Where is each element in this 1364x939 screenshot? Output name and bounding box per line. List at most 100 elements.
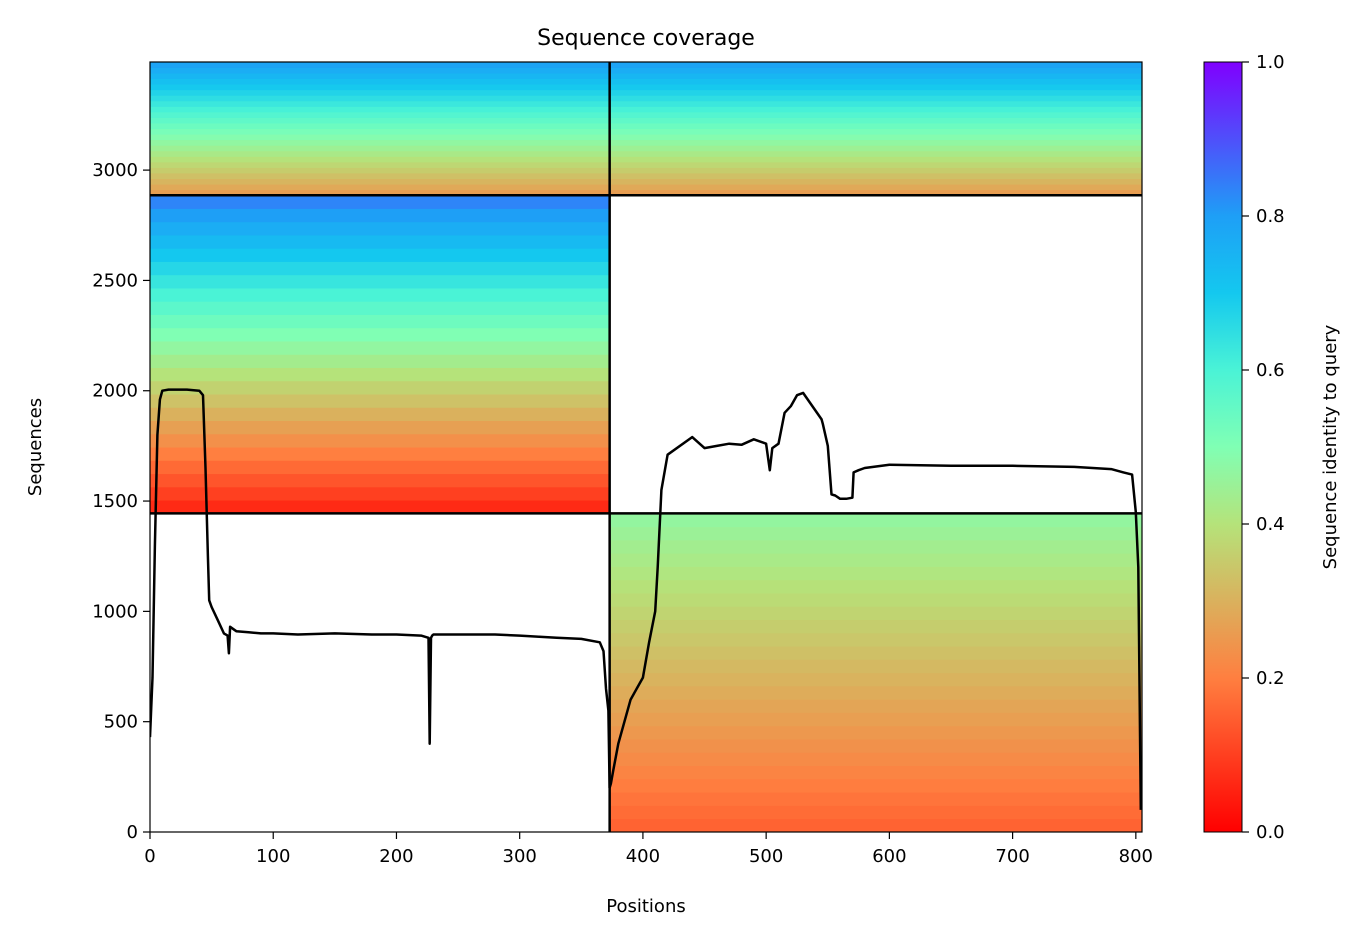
- colorbar-tick-label: 1.0: [1256, 52, 1285, 73]
- x-tick-label: 0: [144, 846, 155, 867]
- coverage-band: [150, 274, 610, 289]
- coverage-band: [609, 155, 1142, 163]
- x-tick-label: 500: [749, 846, 783, 867]
- coverage-band: [609, 791, 1142, 806]
- colorbar: [1203, 61, 1243, 833]
- plot-frame: [149, 61, 1143, 833]
- coverage-band: [150, 380, 610, 395]
- coverage-band: [609, 183, 1142, 191]
- x-tick-label: 200: [379, 846, 413, 867]
- x-tick-label: 700: [995, 846, 1029, 867]
- coverage-band: [609, 100, 1142, 107]
- coverage-band: [609, 632, 1142, 647]
- coverage-band: [150, 486, 610, 501]
- coverage-band: [150, 167, 610, 174]
- coverage-band: [150, 353, 610, 368]
- coverage-band: [609, 526, 1142, 541]
- coverage-band: [150, 117, 610, 124]
- coverage-band: [150, 327, 610, 342]
- coverage-band: [609, 751, 1142, 767]
- coverage-band: [609, 117, 1142, 124]
- coverage-band: [609, 167, 1142, 174]
- coverage-band: [150, 89, 610, 96]
- coverage-band: [150, 106, 610, 113]
- y-tick-label: 2000: [92, 381, 138, 402]
- coverage-band: [150, 183, 610, 191]
- x-tick-label: 800: [1119, 846, 1153, 867]
- coverage-band: [150, 139, 610, 146]
- coverage-band: [150, 393, 610, 408]
- coverage-band: [150, 83, 610, 91]
- coverage-band: [609, 106, 1142, 113]
- colorbar-tick-label: 0.8: [1256, 206, 1285, 227]
- coverage-band: [150, 94, 610, 102]
- coverage-band: [609, 805, 1142, 820]
- coverage-band: [150, 128, 610, 135]
- coverage-band: [609, 78, 1142, 85]
- coverage-band: [609, 161, 1142, 168]
- y-axis-label: Sequences: [25, 398, 46, 496]
- colorbar-tick-label: 0.0: [1256, 822, 1285, 843]
- coverage-band: [609, 172, 1142, 180]
- coverage-band: [150, 155, 610, 163]
- coverage-band: [609, 818, 1142, 832]
- colorbar-tick-label: 0.4: [1256, 514, 1285, 535]
- coverage-band: [150, 62, 610, 68]
- coverage-band: [609, 778, 1142, 793]
- coverage-band: [609, 94, 1142, 102]
- colorbar-tick-label: 0.6: [1256, 360, 1285, 381]
- y-tick-label: 500: [104, 712, 138, 733]
- coverage-band: [150, 446, 610, 461]
- y-axis-ticks: 0 500 1000 1500 2000 2500 3000: [92, 160, 150, 843]
- coverage-band: [150, 122, 610, 130]
- coverage-band: [609, 89, 1142, 96]
- coverage-band: [609, 698, 1142, 713]
- coverage-band: [150, 300, 610, 315]
- coverage-band: [609, 67, 1142, 74]
- coverage-band: [609, 579, 1142, 594]
- coverage-band: [150, 340, 610, 355]
- coverage-band: [609, 712, 1142, 727]
- colorbar-ticks: 0.0 0.2 0.4 0.6 0.8 1.0: [1242, 52, 1285, 843]
- coverage-band: [609, 765, 1142, 780]
- coverage-band: [609, 72, 1142, 80]
- coverage-band: [609, 659, 1142, 674]
- coverage-band: [150, 499, 610, 514]
- coverage-band: [150, 314, 610, 329]
- coverage-band: [150, 150, 610, 157]
- coverage-band: [150, 247, 610, 262]
- coverage-band: [609, 566, 1142, 581]
- coverage-band: [609, 150, 1142, 157]
- coverage-band: [150, 473, 610, 488]
- coverage-band: [150, 367, 610, 382]
- coverage-band: [609, 619, 1142, 634]
- coverage-band: [150, 261, 610, 276]
- coverage-band: [150, 234, 610, 249]
- coverage-band: [150, 111, 610, 118]
- coverage-band: [609, 605, 1142, 621]
- coverage-band: [150, 67, 610, 74]
- y-tick-label: 2500: [92, 270, 138, 291]
- coverage-band: [609, 539, 1142, 554]
- coverage-band: [609, 738, 1142, 753]
- coverage-band: [609, 62, 1142, 68]
- coverage-band: [150, 144, 610, 152]
- coverage-band: [150, 221, 610, 236]
- coverage-blocks: [150, 62, 1142, 832]
- colorbar-label: Sequence identity to query: [1320, 324, 1341, 569]
- coverage-band: [609, 83, 1142, 91]
- x-axis-ticks: 0 100 200 300 400 500 600 700 800: [144, 832, 1153, 867]
- x-tick-label: 300: [503, 846, 537, 867]
- coverage-band: [609, 513, 1142, 528]
- coverage-band: [609, 178, 1142, 185]
- coverage-band: [150, 133, 610, 141]
- coverage-band: [609, 645, 1142, 660]
- x-axis-label: Positions: [606, 896, 685, 917]
- plot-area: [150, 62, 1142, 832]
- coverage-band: [609, 139, 1142, 146]
- coverage-band: [150, 459, 610, 475]
- coverage-band: [609, 128, 1142, 135]
- coverage-band: [609, 133, 1142, 141]
- coverage-band: [150, 194, 610, 209]
